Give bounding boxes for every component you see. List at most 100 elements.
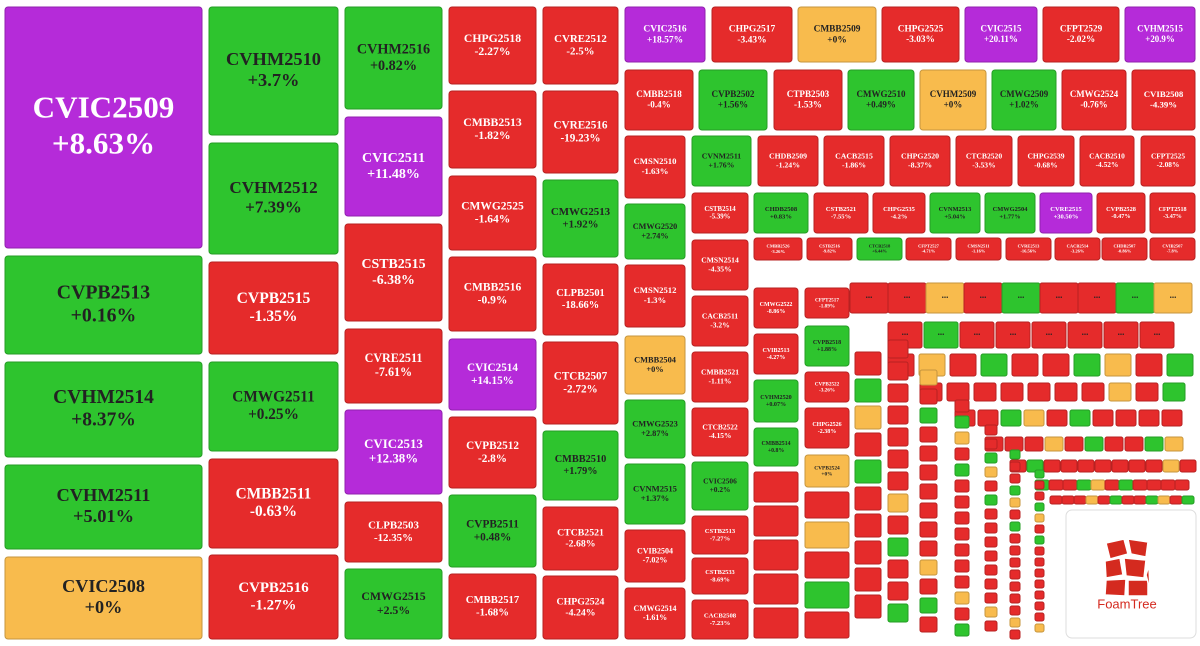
- tile-name: CVPB2524: [814, 465, 840, 471]
- tile-change: +1.56%: [718, 100, 748, 110]
- tile: CMBB2509+0%: [797, 6, 877, 63]
- logo-text: FoamTree: [1097, 596, 1156, 611]
- tile-box: [753, 333, 799, 375]
- tile-change: -4.24%: [565, 608, 595, 619]
- small-tile: [1034, 579, 1045, 589]
- small-tile: [1111, 459, 1129, 473]
- tile-change: +2.74%: [641, 231, 668, 240]
- tile-box: [1140, 135, 1196, 187]
- tile: CHDB2507-0.86%: [1101, 237, 1148, 261]
- tile: CMSN2512-1.3%: [624, 264, 686, 328]
- tile-more: ...: [1010, 327, 1017, 337]
- tile-name: CVHM2520: [760, 395, 791, 401]
- tile-name: CVPB2528: [1106, 206, 1136, 213]
- small-tile: [753, 471, 799, 503]
- tile-name: CVIB2504: [637, 546, 673, 555]
- small-tile: [1132, 479, 1148, 491]
- tile-change: +8.37%: [71, 410, 136, 431]
- small-tile: [1161, 409, 1183, 427]
- tile: CMWG2520+2.74%: [624, 203, 686, 260]
- tile-change: -0.86%: [1118, 249, 1132, 254]
- tile-name: CVPB2511: [466, 518, 519, 530]
- tile-change: +0%: [827, 35, 846, 45]
- small-tile: [954, 463, 970, 477]
- small-tile: [1090, 479, 1106, 491]
- tile-change: +6.44%: [872, 249, 887, 254]
- tile-change: -19.23%: [560, 132, 600, 144]
- tile: CVRE2511-7.61%: [344, 328, 443, 404]
- tile-change: -9.82%: [823, 249, 837, 254]
- small-tile: [1128, 459, 1146, 473]
- tile-change: -4.27%: [767, 355, 786, 361]
- small-tile: [1164, 436, 1184, 452]
- small-tile: [1034, 612, 1045, 622]
- tile-name: CMBB2509: [814, 25, 861, 35]
- tile-name: CMBB2513: [463, 116, 522, 129]
- small-tile: [919, 388, 938, 405]
- tile-change: +0.07%: [766, 402, 786, 408]
- tile-box: [542, 6, 619, 85]
- small-tile: [887, 427, 909, 447]
- small-tile: [1009, 593, 1021, 604]
- tile-change: +1.37%: [641, 493, 670, 503]
- tile-box: [1042, 6, 1120, 63]
- small-tile: [954, 559, 970, 573]
- tile-more: ...: [974, 327, 981, 337]
- small-tile: [854, 405, 882, 430]
- tile-name: CVIC2516: [643, 24, 687, 34]
- tile-change: +7.39%: [245, 198, 302, 217]
- tile: CVRE2513-16.56%: [1005, 237, 1052, 261]
- tile-box: [1005, 237, 1052, 261]
- small-tile: [1034, 590, 1045, 600]
- tile-box: [691, 515, 749, 555]
- small-tile: [1135, 382, 1159, 402]
- tile-box: [804, 371, 850, 403]
- tile-change: -2.5%: [566, 46, 594, 58]
- tile: CACB2514-3.26%: [1054, 237, 1101, 261]
- small-tile: [954, 479, 970, 493]
- tile-box: [4, 556, 203, 640]
- tile-box: [691, 407, 749, 457]
- small-tile: [1009, 581, 1021, 592]
- tile-change: -2.27%: [474, 45, 510, 58]
- tile: CMBB2518-0.4%: [624, 69, 694, 131]
- tile-box: [905, 237, 952, 261]
- small-tile: [1162, 382, 1186, 402]
- tile: CSTB2514-5.39%: [691, 192, 749, 234]
- tile-change: -7.61%: [375, 365, 412, 379]
- small-tile: [984, 508, 998, 520]
- small-tile: [1060, 459, 1078, 473]
- tile-box: [542, 90, 619, 174]
- tile-box: [1149, 192, 1196, 234]
- tile-change: +20.11%: [984, 34, 1018, 44]
- tile-box: [542, 179, 619, 258]
- tile-name: CLPB2501: [556, 288, 605, 299]
- small-tile: [1034, 502, 1045, 512]
- tile-box: [804, 325, 850, 367]
- small-tile: [1077, 459, 1095, 473]
- tile-change: -5.39%: [710, 214, 731, 221]
- tile-box: [344, 568, 443, 640]
- tile-change: -3.03%: [906, 35, 935, 45]
- tile-change: -4.2%: [891, 213, 908, 220]
- tile-name: CLPB2503: [368, 520, 419, 532]
- small-tile: [984, 606, 998, 618]
- tile-box: [753, 287, 799, 329]
- tile-change: -3.43%: [737, 35, 766, 45]
- tile: CVIB2508-4.39%: [1131, 69, 1196, 131]
- small-tile: [753, 573, 799, 605]
- tile-box: [344, 328, 443, 404]
- tile-box: [542, 430, 619, 501]
- small-tile: [946, 382, 970, 402]
- small-tile: [1145, 459, 1163, 473]
- tile-box: [753, 237, 803, 261]
- tile-box: [711, 6, 793, 63]
- tile-box: [804, 454, 850, 488]
- small-tile: [1135, 353, 1163, 377]
- tile-name: CFPT2525: [1151, 152, 1185, 161]
- tile-box: [344, 223, 443, 322]
- tile: CFPT2517-1.89%: [804, 287, 850, 319]
- small-tile: [1034, 469, 1045, 479]
- small-tile: [753, 505, 799, 537]
- tile: CVIC2506+0.2%: [691, 461, 749, 511]
